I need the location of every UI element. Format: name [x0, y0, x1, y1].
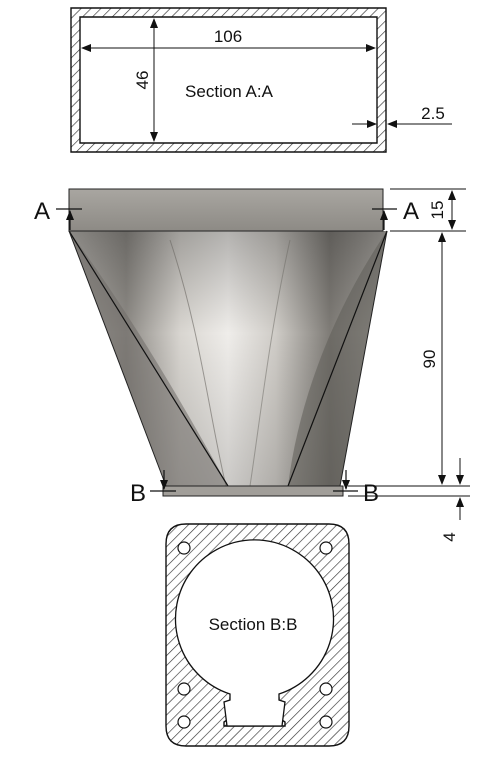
bolt-hole	[177, 541, 191, 555]
section-bb-view: Section B:B	[165, 523, 350, 747]
cut-b-label-right: B	[363, 480, 379, 507]
bolt-hole	[177, 682, 191, 696]
section-bb-opening	[174, 539, 335, 727]
bolt-hole	[177, 715, 191, 729]
dim-flange-label: 15	[428, 201, 447, 220]
elevation-view: A A B B 15 90 4	[34, 188, 470, 542]
section-aa-wall	[70, 7, 387, 153]
top-flange	[68, 188, 384, 232]
section-aa-view: 106 46 Section A:A 2.5	[70, 7, 452, 153]
cut-b-label-left: B	[130, 480, 146, 507]
dim-height-label: 46	[133, 71, 152, 90]
bolt-hole	[319, 682, 333, 696]
dim-width-label: 106	[214, 27, 242, 46]
cut-a-label-left: A	[34, 198, 50, 225]
dim-body-label: 90	[420, 350, 439, 369]
section-bb-title: Section B:B	[209, 615, 298, 634]
bolt-hole	[319, 715, 333, 729]
dim-base-label: 4	[440, 532, 459, 541]
bolt-hole	[319, 541, 333, 555]
base-plate	[162, 485, 344, 497]
cut-a-label-right: A	[403, 198, 419, 225]
dim-wall-label: 2.5	[421, 104, 445, 123]
section-aa-title: Section A:A	[185, 82, 274, 101]
